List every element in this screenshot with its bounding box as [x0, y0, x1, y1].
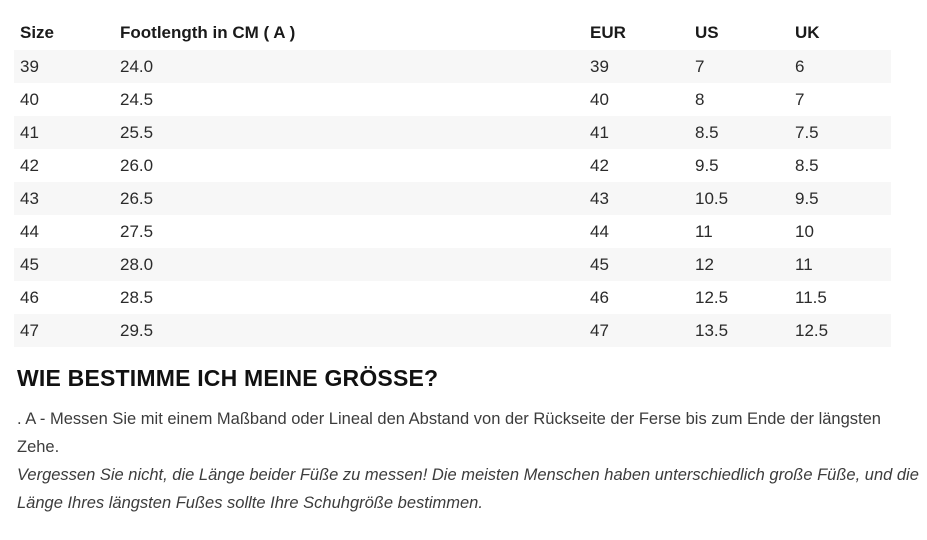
size-chart-table: Size Footlength in CM ( A ) EUR US UK 39 24.0… [14, 16, 891, 347]
column-header-eur: EUR [590, 23, 626, 42]
table-cell: 12.5 [795, 320, 829, 340]
table-row: 42 26.0 42 9.5 8.5 [14, 149, 891, 182]
table-cell: 10.5 [695, 188, 729, 208]
table-cell: 45 [590, 254, 609, 274]
table-row: 39 24.0 39 7 6 [14, 50, 891, 83]
table-cell: 6 [795, 56, 805, 76]
table-cell: 8 [695, 89, 705, 109]
table-cell: 25.5 [120, 122, 154, 142]
table-cell: 9.5 [695, 155, 719, 175]
table-cell: 40 [20, 89, 39, 109]
table-cell: 47 [20, 320, 39, 340]
table-row: 44 27.5 44 11 10 [14, 215, 891, 248]
table-cell: 26.0 [120, 155, 154, 175]
table-row: 46 28.5 46 12.5 11.5 [14, 281, 891, 314]
table-cell: 46 [20, 287, 39, 307]
table-cell: 39 [590, 56, 609, 76]
table-cell: 9.5 [795, 188, 819, 208]
table-cell: 12.5 [695, 287, 729, 307]
measure-instruction-text: . A - Messen Sie mit einem Maßband oder … [17, 410, 881, 456]
size-guide-info-section: WIE BESTIMME ICH MEINE GRÖSSE? . A - Mes… [14, 366, 924, 517]
table-cell: 27.5 [120, 221, 154, 241]
table-cell: 43 [20, 188, 39, 208]
measure-note-italic-text: Vergessen Sie nicht, die Länge beider Fü… [17, 466, 919, 512]
table-cell: 45 [20, 254, 39, 274]
table-cell: 46 [590, 287, 609, 307]
table-cell: 42 [20, 155, 39, 175]
column-header-uk: UK [795, 23, 820, 42]
column-header-us: US [695, 23, 719, 42]
table-cell: 43 [590, 188, 609, 208]
table-cell: 7 [795, 89, 805, 109]
table-cell: 11 [695, 221, 713, 241]
table-cell: 8.5 [795, 155, 819, 175]
size-guide-heading: WIE BESTIMME ICH MEINE GRÖSSE? [17, 365, 439, 391]
table-cell: 13.5 [695, 320, 729, 340]
table-cell: 8.5 [695, 122, 719, 142]
size-chart-header-row: Size Footlength in CM ( A ) EUR US UK [14, 16, 891, 50]
table-cell: 10 [795, 221, 814, 241]
table-cell: 28.0 [120, 254, 154, 274]
table-cell: 11.5 [795, 287, 827, 307]
table-cell: 11 [795, 254, 813, 274]
column-header-footlength-in-cm-a: Footlength in CM ( A ) [120, 23, 296, 42]
table-cell: 41 [590, 122, 609, 142]
size-guide-page: Size Footlength in CM ( A ) EUR US UK 39 24.0… [14, 16, 924, 517]
table-cell: 41 [20, 122, 39, 142]
column-header-size: Size [20, 23, 55, 42]
table-cell: 7 [695, 56, 705, 76]
table-cell: 28.5 [120, 287, 154, 307]
table-row: 43 26.5 43 10.5 9.5 [14, 182, 891, 215]
table-cell: 39 [20, 56, 39, 76]
size-chart-body: 39 24.0 39 7 6 40 24.5 40 8 7 41 25.5 41 8.5 7.5 42 26.0… [14, 50, 891, 347]
table-cell: 24.5 [120, 89, 154, 109]
table-cell: 40 [590, 89, 609, 109]
table-row: 45 28.0 45 12 11 [14, 248, 891, 281]
table-row: 41 25.5 41 8.5 7.5 [14, 116, 891, 149]
table-cell: 12 [695, 254, 714, 274]
table-row: 47 29.5 47 13.5 12.5 [14, 314, 891, 347]
table-cell: 44 [590, 221, 609, 241]
table-cell: 24.0 [120, 56, 154, 76]
table-cell: 7.5 [795, 122, 819, 142]
table-cell: 26.5 [120, 188, 154, 208]
table-cell: 44 [20, 221, 39, 241]
table-cell: 47 [590, 320, 609, 340]
table-cell: 29.5 [120, 320, 154, 340]
table-cell: 42 [590, 155, 609, 175]
table-row: 40 24.5 40 8 7 [14, 83, 891, 116]
